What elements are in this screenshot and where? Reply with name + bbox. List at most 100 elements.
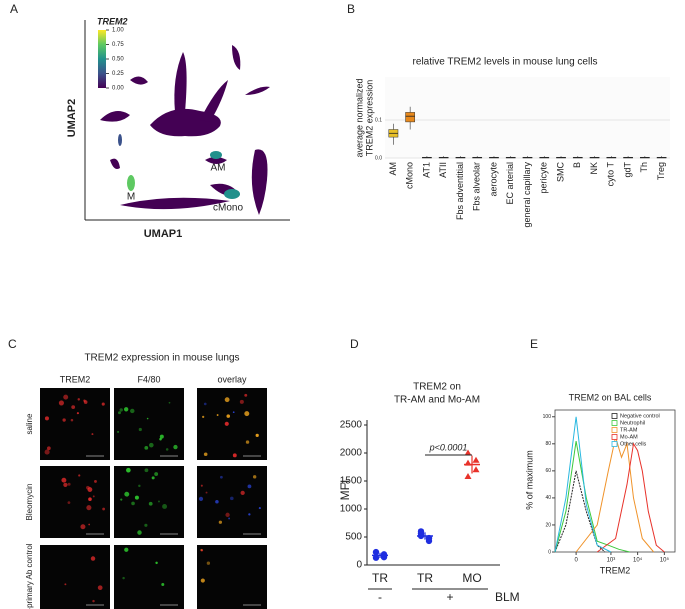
legend-swatch (611, 420, 618, 426)
data-point (464, 449, 472, 456)
y-tick-label: 2000 (340, 448, 363, 459)
x-tick-label: ATII (438, 162, 448, 178)
cell-signal (161, 582, 165, 586)
x-tick-label: EC arterial (505, 162, 515, 205)
histogram-line (596, 442, 665, 553)
cell-signal (215, 500, 219, 504)
y-tick-label: 40 (545, 495, 551, 501)
cell-signal (94, 479, 97, 483)
cell-signal (130, 408, 135, 414)
y-axis-label: MFI (338, 480, 352, 501)
legend-swatch (611, 434, 618, 440)
cell-signal (91, 433, 94, 436)
umap-cells (100, 45, 270, 215)
micrograph (197, 545, 267, 609)
treatment-label: + (446, 590, 453, 604)
cell-signal (92, 599, 95, 603)
cell-signal (200, 578, 205, 583)
cell-signal (148, 442, 154, 448)
legend-swatch (611, 427, 618, 433)
cell-signal (76, 412, 79, 415)
cell-signal (258, 507, 261, 510)
cell-signal (220, 475, 223, 479)
cell-signal (120, 498, 123, 501)
data-point (464, 473, 472, 480)
micrograph (114, 388, 184, 460)
cell-signal (124, 491, 130, 497)
cell-signal (232, 453, 237, 458)
cell-signal (122, 576, 125, 580)
panel-letter: D (350, 337, 359, 351)
row-label: Bleomycin (25, 484, 34, 521)
cell-signal (58, 400, 64, 406)
row-label: -primary Ab control (25, 543, 34, 609)
x-tick-label: 10³ (607, 558, 616, 564)
x-tick-label: 10⁴ (633, 557, 643, 564)
cell-signal (67, 501, 71, 505)
cell-signal (205, 491, 208, 494)
cell-signal (126, 467, 131, 473)
y-tick-label: 1500 (340, 476, 363, 487)
micrograph (40, 388, 110, 460)
cell-signal (245, 440, 250, 444)
x-tick-label: pericyte (539, 162, 549, 194)
y-tick-label: 100 (543, 414, 552, 420)
cluster-label: cMono (213, 203, 243, 214)
x-tick-label: Fbs adventitial (455, 162, 465, 220)
cell-signal (144, 468, 149, 473)
x-tick-label: 10⁵ (660, 557, 670, 564)
cell-signal (67, 482, 71, 486)
x-axis-label: UMAP1 (144, 228, 183, 240)
plot-frame (554, 409, 676, 553)
colorbar-tick-label: 1.00 (112, 28, 124, 34)
data-point (417, 530, 425, 537)
cell-signal (146, 417, 149, 420)
y-tick-label: 0.1 (375, 117, 382, 123)
plot-background (385, 77, 670, 158)
cell-signal (62, 418, 66, 422)
cell-signal (154, 472, 159, 476)
cell-signal (255, 433, 259, 438)
x-tick-label: Fbs alveolar (472, 162, 482, 211)
x-tick-label: gdT (622, 162, 632, 178)
cell-signal (88, 497, 92, 501)
x-tick-label: TR (417, 571, 433, 585)
y-axis-label: % of maximum (524, 450, 534, 510)
y-tick-label: 60 (545, 468, 551, 474)
x-tick-label: cMono (405, 162, 415, 189)
x-tick-label: NK (589, 162, 599, 175)
cell-signal (224, 421, 229, 426)
cell-signal (63, 394, 69, 400)
cell-signal (155, 561, 158, 565)
cell-signal (148, 501, 153, 506)
column-label: overlay (217, 374, 247, 384)
cell-signal (162, 504, 168, 509)
micrograph (114, 466, 184, 538)
y-tick-label: 2500 (340, 420, 363, 431)
cell-signal (224, 397, 230, 403)
x-tick-label: AT1 (421, 162, 431, 178)
cell-signal (173, 444, 178, 450)
cell-signal (168, 401, 171, 404)
treatment-label: - (378, 590, 382, 604)
cell-signal (228, 517, 231, 520)
cell-signal (144, 445, 149, 450)
cell-signal (80, 524, 86, 530)
cell-signal (119, 408, 123, 412)
cell-signal (218, 520, 222, 524)
y-axis-label: UMAP2 (66, 99, 78, 138)
cell-signal (138, 427, 142, 432)
chart-title: TREM2 expression in mouse lungs (84, 353, 239, 364)
cell-signal (117, 430, 120, 433)
panel-letter: E (530, 337, 538, 351)
x-tick-label: B (572, 162, 582, 168)
micrograph (114, 545, 184, 609)
y-tick-label: 0 (548, 549, 551, 555)
cell-signal (159, 437, 162, 441)
colorbar-tick-label: 0.25 (112, 71, 124, 77)
legend-label: Negative control (620, 413, 660, 419)
cell-signal (247, 484, 252, 489)
x-tick-label: MO (462, 571, 481, 585)
cell-signal (138, 484, 141, 488)
